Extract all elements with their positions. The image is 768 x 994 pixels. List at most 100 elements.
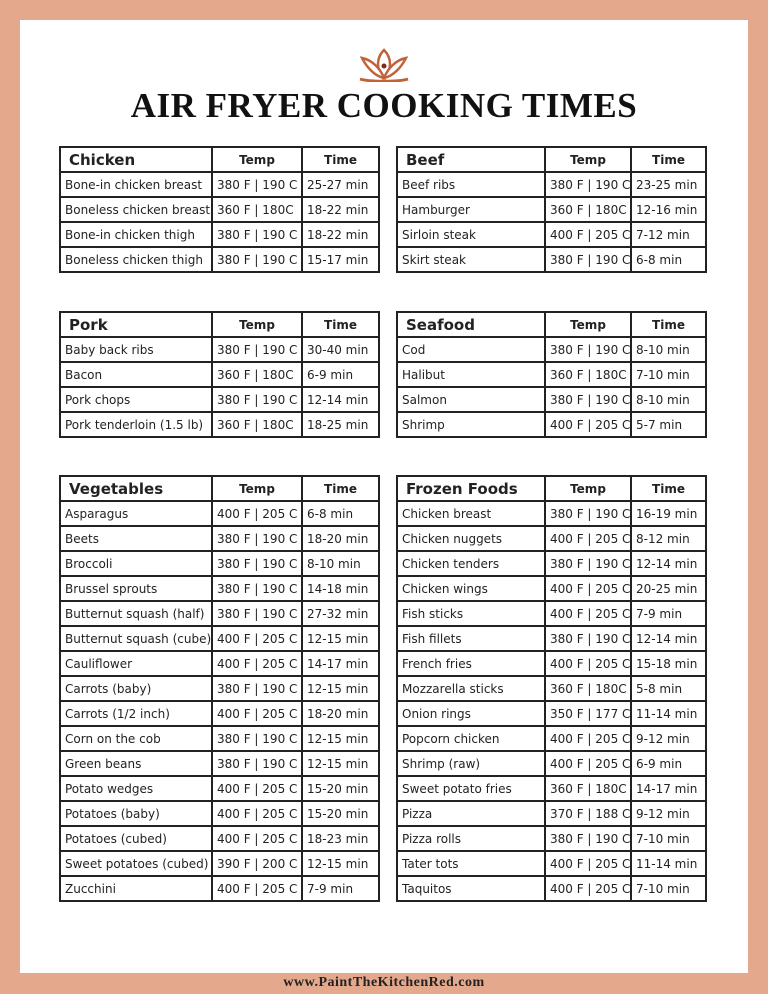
item-name: Pork tenderloin (1.5 lb) (59, 411, 213, 438)
temperature: 380 F | 190 C (544, 386, 632, 413)
cook-time: 8-10 min (630, 386, 707, 413)
table-row: Potatoes (baby) 400 F | 205 C 15-20 min (59, 800, 380, 827)
temperature: 360 F | 180C (211, 411, 303, 438)
temperature: 380 F | 190 C (544, 336, 632, 363)
temperature: 380 F | 190 C (544, 500, 632, 527)
temperature: 380 F | 190 C (211, 675, 303, 702)
column-header: Time (630, 146, 707, 173)
table-row: Fish sticks 400 F | 205 C 7-9 min (396, 600, 707, 627)
temperature: 360 F | 180C (544, 196, 632, 223)
temperature: 400 F | 205 C (211, 625, 303, 652)
cooking-table: Vegetables Temp Time Asparagus 400 F | 205 C… (59, 475, 380, 902)
temperature: 400 F | 205 C (544, 725, 632, 752)
temperature: 380 F | 190 C (544, 625, 632, 652)
temperature: 380 F | 190 C (211, 575, 303, 602)
cook-time: 18-22 min (301, 196, 380, 223)
table-row: Pork chops 380 F | 190 C 12-14 min (59, 386, 380, 413)
temperature: 400 F | 205 C (544, 650, 632, 677)
table-row: Broccoli 380 F | 190 C 8-10 min (59, 550, 380, 577)
table-row: Shrimp 400 F | 205 C 5-7 min (396, 411, 707, 438)
table-row: Baby back ribs 380 F | 190 C 30-40 min (59, 336, 380, 363)
cook-time: 25-27 min (301, 171, 380, 198)
item-name: Boneless chicken thigh (59, 246, 213, 273)
cook-time: 6-8 min (301, 500, 380, 527)
cook-time: 12-14 min (630, 550, 707, 577)
table-row: Bacon 360 F | 180C 6-9 min (59, 361, 380, 388)
column-header: Temp (211, 475, 303, 502)
header-row: Pork Temp Time (59, 311, 380, 338)
temperature: 380 F | 190 C (544, 246, 632, 273)
cook-time: 7-9 min (630, 600, 707, 627)
temperature: 380 F | 190 C (211, 246, 303, 273)
column-header: Temp (544, 146, 632, 173)
item-name: Butternut squash (cube) (59, 625, 213, 652)
cook-time: 30-40 min (301, 336, 380, 363)
item-name: Carrots (baby) (59, 675, 213, 702)
table-row: Cauliflower 400 F | 205 C 14-17 min (59, 650, 380, 677)
temperature: 400 F | 205 C (544, 850, 632, 877)
cook-time: 6-9 min (630, 750, 707, 777)
item-name: Green beans (59, 750, 213, 777)
header-row: Beef Temp Time (396, 146, 707, 173)
item-name: Taquitos (396, 875, 546, 902)
table-row: Beets 380 F | 190 C 18-20 min (59, 525, 380, 552)
table-row: Asparagus 400 F | 205 C 6-8 min (59, 500, 380, 527)
item-name: Beets (59, 525, 213, 552)
table-row: Butternut squash (cube) 400 F | 205 C 12-1… (59, 625, 380, 652)
table-row: Boneless chicken breast 360 F | 180C 18-22… (59, 196, 380, 223)
temperature: 400 F | 205 C (211, 775, 303, 802)
cook-time: 18-22 min (301, 221, 380, 248)
table-row: Carrots (baby) 380 F | 190 C 12-15 min (59, 675, 380, 702)
cook-time: 14-17 min (301, 650, 380, 677)
table-row: Chicken breast 380 F | 190 C 16-19 min (396, 500, 707, 527)
cook-time: 15-18 min (630, 650, 707, 677)
item-name: Chicken wings (396, 575, 546, 602)
cook-time: 8-10 min (630, 336, 707, 363)
table-row: Chicken tenders 380 F | 190 C 12-14 min (396, 550, 707, 577)
table-row: Sirloin steak 400 F | 205 C 7-12 min (396, 221, 707, 248)
table-row: Potatoes (cubed) 400 F | 205 C 18-23 min (59, 825, 380, 852)
item-name: Sweet potatoes (cubed) (59, 850, 213, 877)
column-header: Temp (544, 475, 632, 502)
item-name: Skirt steak (396, 246, 546, 273)
item-name: Shrimp (396, 411, 546, 438)
item-name: Onion rings (396, 700, 546, 727)
table-title: Frozen Foods (396, 475, 546, 502)
cook-time: 8-10 min (301, 550, 380, 577)
temperature: 360 F | 180C (211, 196, 303, 223)
table-row: Bone-in chicken thigh 380 F | 190 C 18-22 … (59, 221, 380, 248)
table-row: Salmon 380 F | 190 C 8-10 min (396, 386, 707, 413)
item-name: Shrimp (raw) (396, 750, 546, 777)
cook-time: 15-20 min (301, 800, 380, 827)
temperature: 400 F | 205 C (544, 875, 632, 902)
table-row: Pork tenderloin (1.5 lb) 360 F | 180C 18-2… (59, 411, 380, 438)
table-title: Chicken (59, 146, 213, 173)
table-row: Chicken nuggets 400 F | 205 C 8-12 min (396, 525, 707, 552)
temperature: 350 F | 177 C (544, 700, 632, 727)
item-name: Bone-in chicken breast (59, 171, 213, 198)
header-row: Seafood Temp Time (396, 311, 707, 338)
cook-time: 7-12 min (630, 221, 707, 248)
item-name: Popcorn chicken (396, 725, 546, 752)
temperature: 400 F | 205 C (211, 700, 303, 727)
item-name: Sirloin steak (396, 221, 546, 248)
table-row: Corn on the cob 380 F | 190 C 12-15 min (59, 725, 380, 752)
temperature: 380 F | 190 C (211, 386, 303, 413)
cook-time: 7-10 min (630, 825, 707, 852)
column-header: Temp (211, 146, 303, 173)
cook-time: 7-9 min (301, 875, 380, 902)
table-row: Mozzarella sticks 360 F | 180C 5-8 min (396, 675, 707, 702)
cook-time: 11-14 min (630, 700, 707, 727)
item-name: Baby back ribs (59, 336, 213, 363)
item-name: Carrots (1/2 inch) (59, 700, 213, 727)
cook-time: 12-15 min (301, 675, 380, 702)
item-name: Bacon (59, 361, 213, 388)
cook-time: 16-19 min (630, 500, 707, 527)
item-name: Sweet potato fries (396, 775, 546, 802)
table-row: Hamburger 360 F | 180C 12-16 min (396, 196, 707, 223)
cook-time: 15-20 min (301, 775, 380, 802)
temperature: 380 F | 190 C (544, 550, 632, 577)
table-row: Boneless chicken thigh 380 F | 190 C 15-17… (59, 246, 380, 273)
table-row: Skirt steak 380 F | 190 C 6-8 min (396, 246, 707, 273)
